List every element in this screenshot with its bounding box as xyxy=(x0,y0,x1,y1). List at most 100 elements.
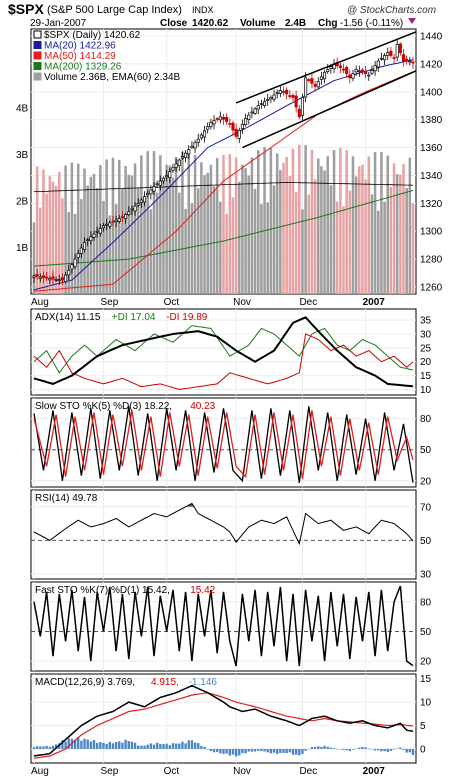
candle-body xyxy=(57,279,61,282)
volume-bar xyxy=(48,176,52,294)
volume-bar xyxy=(143,202,146,294)
candle-body xyxy=(360,69,365,73)
candle-body xyxy=(304,77,308,98)
candle-body xyxy=(117,218,121,222)
y-tick-label: 1340 xyxy=(420,171,443,182)
macd-histogram-bar xyxy=(402,748,405,750)
volume-bar xyxy=(206,172,209,294)
volume-bar xyxy=(332,149,336,294)
macd-histogram-bar xyxy=(310,747,314,749)
candle-body xyxy=(105,223,109,226)
macd-histogram-bar xyxy=(373,748,377,751)
macd-histogram-bar xyxy=(272,748,276,753)
candle-body xyxy=(165,175,169,178)
volume-bar xyxy=(348,190,352,294)
candle-body xyxy=(395,43,399,58)
candle-body xyxy=(275,92,279,95)
macd-histogram-bar xyxy=(105,743,108,749)
x-tick-label: Oct xyxy=(164,297,180,308)
volume-bar xyxy=(190,203,194,294)
volume-bar xyxy=(339,147,342,294)
candle-body xyxy=(86,239,90,241)
volume-bar xyxy=(399,174,402,294)
minus_di-line xyxy=(33,333,414,391)
macd-histogram-bar xyxy=(238,748,241,756)
volume-bar xyxy=(231,197,235,294)
volume-bar xyxy=(212,186,216,294)
x-tick-label: Dec xyxy=(299,766,317,777)
volume-bar xyxy=(171,177,175,294)
volume-bar xyxy=(263,146,266,294)
macd-histogram-bar xyxy=(294,748,298,755)
candle-body xyxy=(228,123,232,125)
volume-bar xyxy=(203,175,206,294)
macd-histogram-bar xyxy=(168,745,171,749)
x-tick-label: Aug xyxy=(31,297,49,308)
index-name: (S&P 500 Large Cap Index) xyxy=(47,4,182,16)
macd-histogram-bar xyxy=(380,748,383,752)
volume-bar xyxy=(256,150,260,294)
volume-value: 2.4B xyxy=(285,18,306,29)
volume-bar xyxy=(193,154,197,294)
volume-bar xyxy=(67,212,71,294)
macd-histogram-bar xyxy=(247,748,250,752)
macd-histogram-bar xyxy=(228,748,232,756)
volume-bar xyxy=(64,165,67,294)
y-tick-label: 35 xyxy=(420,316,432,327)
macd-histogram-bar xyxy=(408,748,412,753)
macd-histogram-bar xyxy=(329,747,333,749)
volume-bar xyxy=(215,157,219,294)
volume-bar xyxy=(266,202,269,294)
volume-bar xyxy=(76,163,80,294)
volume-bar xyxy=(155,192,159,294)
volume-label: Volume xyxy=(240,18,276,29)
macd-histogram-bar xyxy=(399,747,402,749)
macd-histogram-bar xyxy=(320,746,323,749)
macd-histogram-bar xyxy=(257,748,260,751)
candle-body xyxy=(149,189,153,195)
legend-text: +DI 17.04 xyxy=(112,312,156,323)
volume-bar xyxy=(316,158,320,294)
y-tick-label: 80 xyxy=(420,597,432,608)
volume-bar xyxy=(326,156,329,294)
panel-frame xyxy=(30,489,417,580)
macd-histogram-bar xyxy=(184,743,187,749)
x-tick-label: Sep xyxy=(100,297,118,308)
candle-body xyxy=(98,228,102,234)
candle-body xyxy=(180,156,184,159)
volume-bar xyxy=(121,188,124,294)
candle-body xyxy=(136,202,140,206)
copyright-label: @ StockCharts.com xyxy=(347,5,436,16)
volume-bar xyxy=(383,201,386,294)
candle-body xyxy=(67,269,71,276)
macd-histogram-bar xyxy=(225,748,228,754)
legend-text: RSI(14) 49.78 xyxy=(35,493,98,504)
volume-bar xyxy=(253,188,257,294)
candle-body xyxy=(250,111,254,114)
volume-bar xyxy=(392,163,396,294)
y-tick-label: 50 xyxy=(420,536,432,547)
candle-body xyxy=(326,69,330,73)
candle-body xyxy=(199,134,203,139)
candle-body xyxy=(259,103,263,105)
volume-bar xyxy=(140,155,143,294)
candle-body xyxy=(281,91,286,93)
legend-text: -DI 19.89 xyxy=(166,312,208,323)
price-panel: 1260 1280 1300 1320 1340 1360 1380 1400 1420 1440… xyxy=(16,28,443,308)
x-tick-label: 2007 xyxy=(363,297,386,308)
macd-histogram-bar xyxy=(51,745,55,749)
volume-bar xyxy=(241,164,244,294)
x-tick-label: Nov xyxy=(233,297,251,308)
volume-bar xyxy=(58,171,61,294)
macd-histogram-bar xyxy=(336,748,339,750)
candle-body xyxy=(300,96,305,116)
macd-histogram-bar xyxy=(219,748,222,754)
macd-histogram-bar xyxy=(263,748,266,752)
macd-histogram-bar xyxy=(124,739,127,749)
candle-body xyxy=(351,73,355,79)
candle-body xyxy=(218,116,222,121)
volume-bar xyxy=(279,169,282,294)
macd-histogram-bar xyxy=(234,748,238,757)
macd-histogram-bar xyxy=(215,748,219,752)
volume-bar xyxy=(342,206,345,294)
